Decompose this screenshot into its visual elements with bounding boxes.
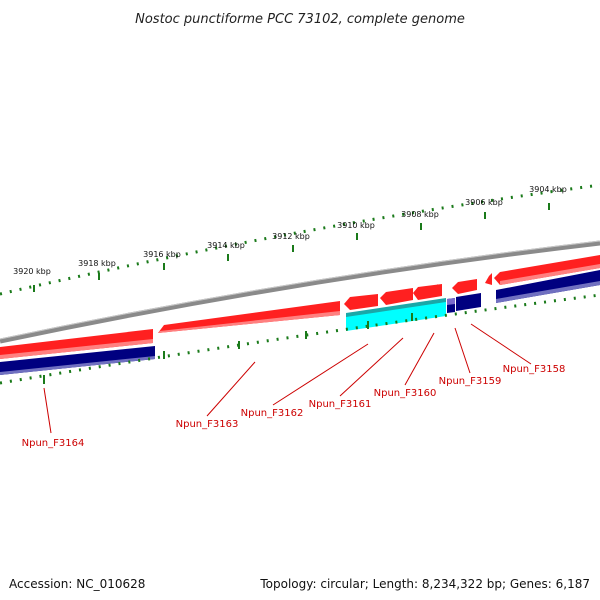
gene-npun-f3162[interactable]: [344, 294, 378, 310]
genome-backbone: [0, 240, 600, 344]
major-tick-3918: [98, 273, 100, 280]
gene-label: Npun_F3158: [503, 364, 566, 375]
leader-npun-f3162: [272, 343, 369, 406]
major-tick-3904: [548, 203, 550, 210]
inner-major-tick: [238, 341, 240, 349]
gene-shade: [158, 311, 340, 333]
major-tick-3910: [356, 233, 358, 240]
forward-strand-genes: [0, 255, 600, 359]
gene-shade: [346, 298, 446, 317]
major-tick-3906: [484, 212, 486, 219]
scale-label: 3910 kbp: [337, 221, 375, 230]
leader-npun-f3163: [206, 361, 256, 417]
scale-label: 3904 kbp: [529, 185, 567, 194]
gene-label: Npun_F3161: [309, 399, 372, 410]
major-tick-3908: [420, 223, 422, 230]
gene-npun-f3159-reverse[interactable]: [456, 293, 481, 311]
gene-shade: [500, 264, 600, 285]
major-tick-3912: [292, 245, 294, 252]
scale-label: 3918 kbp: [78, 259, 116, 268]
inner-major-tick: [43, 375, 45, 384]
gene-npun-f3160-arrow: [434, 284, 438, 296]
gene-shade: [0, 356, 155, 375]
scale-label: 3912 kbp: [272, 232, 310, 241]
major-tick-3920: [33, 285, 35, 292]
inner-major-tick: [367, 321, 369, 329]
gene-npun-f3161[interactable]: [380, 288, 413, 305]
gene-npun-f3163[interactable]: [158, 301, 340, 333]
label-leaders: [43, 323, 532, 434]
gene-npun-f3158-arrow: [485, 273, 492, 285]
map-title: Nostoc punctiforme PCC 73102, complete g…: [135, 12, 465, 27]
inner-scale-ticks: [0, 293, 600, 385]
leader-npun-f3164: [43, 387, 52, 434]
gene-label: Npun_F3164: [22, 438, 85, 449]
scale-label: 3906 kbp: [465, 198, 503, 207]
gene-label: Npun_F3163: [176, 419, 239, 430]
leader-npun-f3158: [470, 323, 532, 365]
outer-scale-ticks: [0, 183, 600, 296]
gene-npun-f3164[interactable]: [0, 346, 155, 375]
inner-major-tick: [411, 313, 413, 321]
major-tick-3914: [227, 254, 229, 261]
gene-shade: [447, 298, 455, 305]
scale-label: 3908 kbp: [401, 210, 439, 219]
genome-summary-text: Topology: circular; Length: 8,234,322 bp…: [260, 577, 590, 591]
inner-minor-ticks: [0, 293, 600, 385]
leader-npun-f3161: [339, 337, 404, 397]
gene-labels: Npun_F3158 Npun_F3159 Npun_F3160 Npun_F3…: [22, 364, 566, 449]
leader-npun-f3159: [454, 327, 471, 374]
leader-npun-f3160: [404, 332, 435, 386]
gene-label: Npun_F3160: [374, 388, 437, 399]
scale-label: 3916 kbp: [143, 250, 181, 259]
gene-label: Npun_F3159: [439, 376, 502, 387]
reverse-strand-genes: [0, 270, 600, 375]
gene-npun-f3159[interactable]: [452, 279, 477, 294]
gene-label: Npun_F3162: [241, 408, 304, 419]
inner-major-tick: [305, 331, 307, 339]
major-tick-3916: [163, 263, 165, 270]
inner-major-tick: [163, 351, 165, 359]
accession-text: Accession: NC_010628: [9, 577, 146, 591]
gene-shade: [496, 281, 600, 303]
scale-labels: 3904 kbp 3906 kbp 3908 kbp 3910 kbp 3912…: [13, 185, 567, 276]
gene-shade: [0, 339, 153, 359]
genome-backbone-highlight: [0, 240, 600, 340]
scale-label: 3914 kbp: [207, 241, 245, 250]
gene-npun-f3158[interactable]: [494, 255, 600, 285]
scale-label: 3920 kbp: [13, 267, 51, 276]
gene-npun-f3160[interactable]: [413, 284, 442, 300]
gene-npun-f3162-cyan[interactable]: [346, 301, 446, 331]
